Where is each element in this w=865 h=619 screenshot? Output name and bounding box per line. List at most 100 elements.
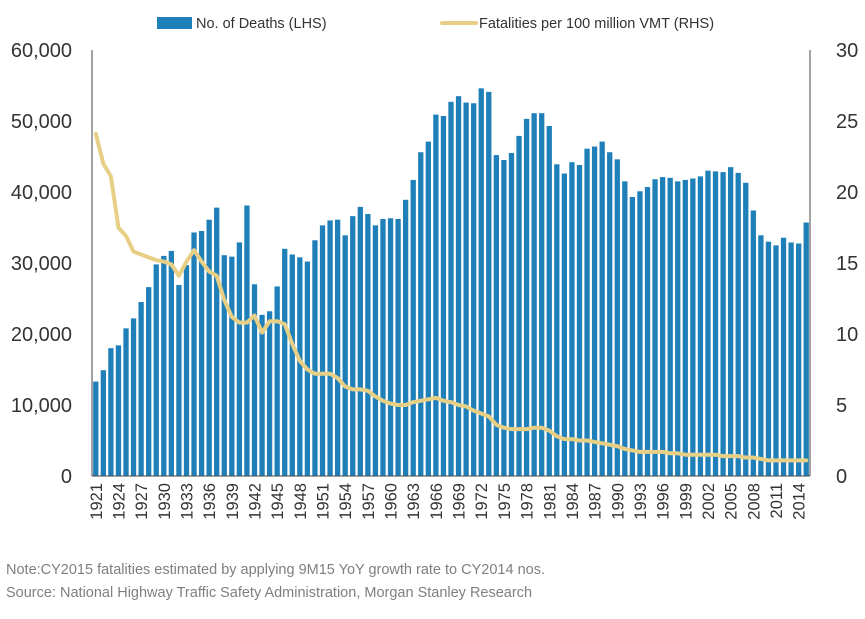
x-tick-label: 1993 — [632, 483, 650, 520]
bar-deaths — [130, 318, 137, 476]
bar-deaths — [607, 152, 613, 477]
bar-deaths — [191, 232, 197, 476]
bar-deaths — [123, 328, 129, 476]
bar-deaths — [319, 225, 326, 476]
y-right-tick-label: 30 — [836, 40, 858, 62]
bar-deaths — [350, 216, 356, 476]
bar-deaths — [743, 182, 749, 476]
bar-deaths — [221, 255, 227, 476]
y-left-tick-label: 10,000 — [11, 395, 72, 417]
bar-deaths — [659, 177, 666, 476]
bar-deaths — [176, 285, 182, 476]
bar-deaths — [539, 113, 545, 476]
bar-deaths — [682, 179, 688, 476]
bar-deaths — [712, 171, 719, 476]
bar-deaths — [554, 164, 560, 476]
bar-deaths — [599, 141, 605, 476]
bar-deaths — [115, 345, 122, 476]
x-tick-label: 2014 — [791, 483, 809, 520]
y-left-tick-label: 30,000 — [11, 253, 72, 275]
bar-deaths — [93, 381, 99, 476]
bar-deaths — [561, 173, 568, 477]
bar-deaths — [266, 311, 273, 476]
x-tick-label: 1924 — [110, 483, 128, 520]
bar-deaths — [720, 172, 726, 476]
chart-note: Note:CY2015 fatalities estimated by appl… — [6, 562, 545, 578]
x-tick-label: 1957 — [360, 483, 378, 520]
x-tick-label: 2005 — [723, 483, 741, 520]
bar-deaths — [584, 148, 590, 476]
legend-label-deaths: No. of Deaths (LHS) — [196, 16, 327, 32]
chart: 0 10,000 20,000 30,000 40,000 50,000 60,000 0 5 1… — [11, 16, 858, 520]
bar-deaths — [705, 170, 711, 476]
y-right-tick-label: 25 — [836, 111, 858, 133]
bar-deaths — [501, 160, 507, 477]
bar-deaths — [387, 218, 394, 476]
bar-deaths — [523, 118, 530, 477]
bar-deaths — [440, 116, 447, 476]
x-tick-label: 2011 — [768, 483, 786, 518]
x-tick-label: 1960 — [383, 483, 401, 520]
bar-deaths — [433, 114, 439, 477]
bar-deaths — [667, 177, 673, 477]
bar-deaths — [463, 102, 469, 476]
bar-deaths — [161, 255, 167, 476]
x-tick-label: 1984 — [564, 483, 582, 520]
x-tick-label: 1987 — [587, 483, 605, 520]
bar-deaths — [697, 176, 704, 476]
bar-deaths — [251, 284, 258, 476]
bar-deaths — [372, 225, 379, 476]
x-tick-label: 1951 — [315, 483, 333, 520]
x-tick-label: 1999 — [677, 483, 695, 520]
x-tick-label: 1972 — [473, 483, 491, 520]
bar-deaths — [259, 314, 265, 476]
bar-deaths — [380, 218, 386, 477]
bar-deaths — [455, 96, 462, 477]
bar-deaths — [206, 219, 212, 476]
bar-deaths — [773, 245, 779, 476]
bar-deaths — [100, 370, 106, 476]
x-tick-label: 1930 — [156, 483, 174, 520]
legend-swatch-deaths — [157, 17, 192, 29]
bar-deaths — [168, 250, 174, 476]
bar-deaths — [274, 286, 280, 476]
bar-deaths — [418, 152, 424, 477]
bar-deaths — [728, 167, 734, 476]
x-tick-label: 1939 — [224, 483, 242, 520]
x-tick-label: 1921 — [88, 483, 106, 520]
bar-deaths — [622, 181, 628, 476]
y-right-tick-label: 15 — [836, 253, 858, 275]
bar-deaths — [282, 248, 288, 476]
bar-deaths — [448, 101, 454, 476]
bar-deaths — [796, 243, 802, 476]
bar-deaths — [576, 165, 583, 476]
bar-deaths — [803, 222, 809, 476]
bar-deaths — [644, 187, 651, 476]
bar-deaths — [614, 159, 620, 476]
x-tick-label: 1954 — [337, 483, 355, 520]
bar-deaths — [591, 146, 598, 476]
y-left-tick-label: 60,000 — [11, 40, 72, 62]
y-right-tick-label: 5 — [836, 395, 847, 417]
x-tick-label: 1990 — [609, 483, 627, 520]
bar-deaths — [236, 242, 243, 476]
bar-deaths — [516, 135, 522, 476]
bar-deaths — [508, 152, 515, 476]
bar-deaths — [334, 219, 341, 476]
bar-deaths — [780, 237, 787, 476]
bar-deaths — [531, 113, 537, 476]
bar-deaths — [289, 254, 295, 476]
bar-deaths — [146, 287, 152, 476]
bar-deaths — [758, 235, 764, 476]
bar-deaths — [735, 172, 741, 476]
bar-deaths — [788, 242, 794, 476]
bar-deaths — [183, 265, 190, 476]
bar-deaths — [410, 179, 416, 476]
bar-deaths — [486, 91, 492, 476]
bar-deaths — [198, 231, 205, 476]
bar-deaths — [403, 199, 409, 476]
bar-deaths — [342, 235, 348, 476]
x-tick-label: 1936 — [201, 483, 219, 520]
x-tick-label: 1981 — [541, 483, 559, 520]
x-tick-label: 1966 — [428, 483, 446, 520]
